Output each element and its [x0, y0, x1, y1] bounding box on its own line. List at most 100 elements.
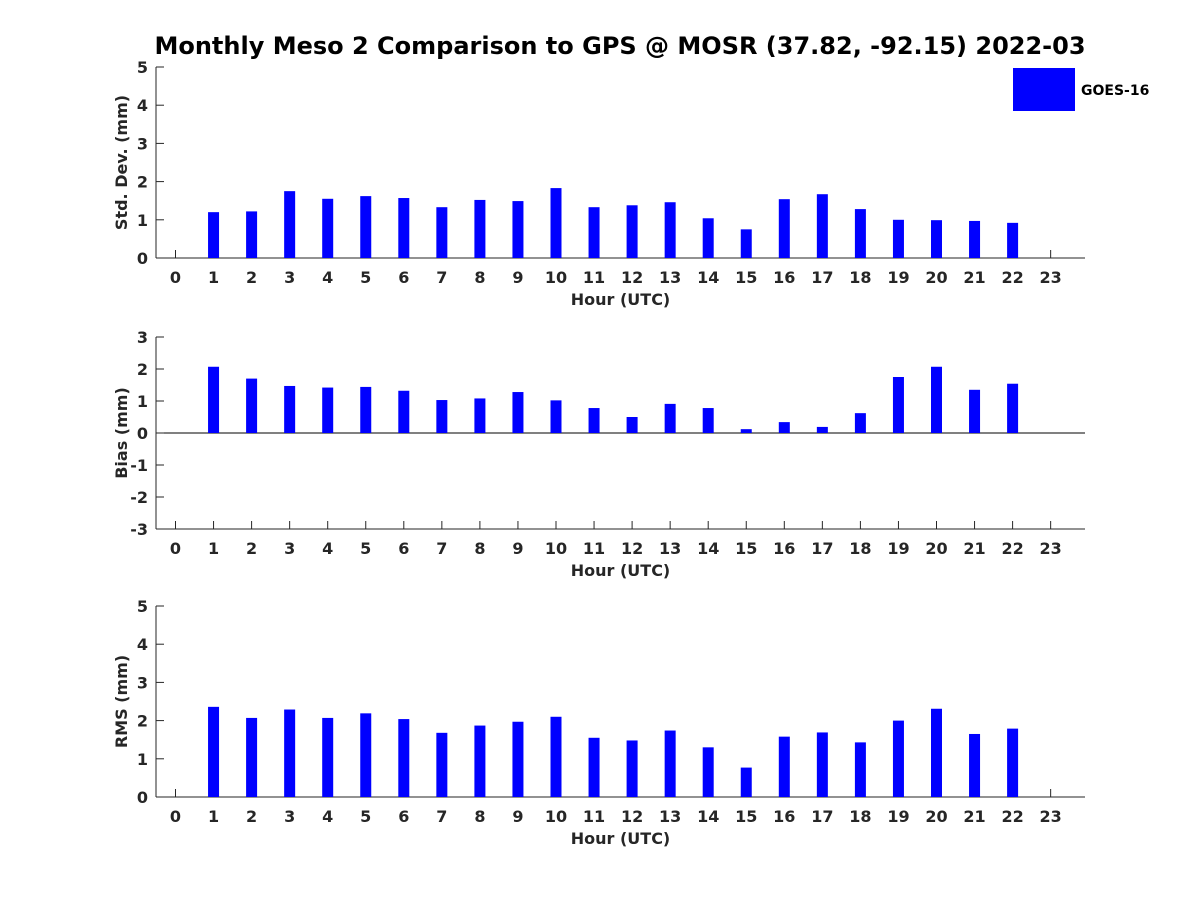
x-tick-label: 16	[773, 807, 795, 826]
x-tick-label: 4	[322, 539, 333, 558]
x-tick-label: 21	[963, 539, 985, 558]
bar-rms-hour-12	[626, 740, 638, 797]
x-tick-label: 23	[1040, 268, 1062, 287]
y-tick-label: 1	[137, 211, 148, 230]
x-tick-label: 15	[735, 807, 757, 826]
x-tick-label: 19	[887, 539, 909, 558]
bar-stddev-hour-3	[284, 191, 296, 258]
x-tick-label: 14	[697, 539, 719, 558]
bar-rms-hour-13	[664, 730, 676, 797]
y-axis-label: Std. Dev. (mm)	[112, 95, 131, 230]
x-tick-label: 9	[512, 268, 523, 287]
x-tick-label: 10	[545, 807, 567, 826]
bar-bias-hour-20	[931, 366, 942, 433]
x-tick-label: 8	[474, 807, 485, 826]
x-tick-label: 20	[925, 539, 947, 558]
x-tick-label: 15	[735, 268, 757, 287]
chart-title: Monthly Meso 2 Comparison to GPS @ MOSR …	[154, 32, 1085, 60]
bar-bias-hour-7	[436, 400, 448, 433]
x-tick-label: 4	[322, 807, 333, 826]
bar-bias-hour-4	[322, 387, 334, 433]
bar-stddev-hour-8	[474, 199, 486, 258]
bar-rms-hour-20	[931, 708, 942, 797]
bar-stddev-hour-12	[626, 205, 638, 258]
x-tick-label: 17	[811, 539, 833, 558]
bar-stddev-hour-15	[740, 229, 752, 258]
x-tick-label: 4	[322, 268, 333, 287]
x-tick-label: 11	[583, 807, 605, 826]
bar-bias-hour-9	[512, 392, 524, 433]
bar-rms-hour-6	[398, 719, 410, 797]
y-axis-label: RMS (mm)	[112, 655, 131, 748]
x-tick-label: 18	[849, 539, 871, 558]
bar-bias-hour-15	[740, 429, 752, 433]
x-tick-label: 0	[170, 539, 181, 558]
bar-rms-hour-7	[436, 732, 448, 797]
x-tick-label: 21	[963, 268, 985, 287]
bar-rms-hour-10	[550, 716, 562, 797]
bar-rms-hour-11	[588, 737, 600, 797]
x-tick-label: 1	[208, 807, 219, 826]
x-tick-label: 2	[246, 268, 257, 287]
x-tick-label: 17	[811, 807, 833, 826]
bar-bias-hour-2	[246, 378, 258, 433]
bar-stddev-hour-18	[854, 209, 866, 258]
bar-rms-hour-21	[969, 733, 981, 797]
y-tick-label: 4	[137, 635, 148, 654]
bar-stddev-hour-13	[664, 202, 676, 258]
bar-bias-hour-1	[208, 366, 220, 433]
y-tick-label: 5	[137, 597, 148, 616]
bar-rms-hour-14	[702, 747, 714, 797]
x-tick-label: 22	[1001, 539, 1023, 558]
bar-bias-hour-5	[360, 386, 372, 433]
bar-rms-hour-9	[512, 721, 524, 797]
x-tick-label: 13	[659, 807, 681, 826]
bar-bias-hour-17	[816, 426, 828, 433]
x-tick-label: 22	[1001, 268, 1023, 287]
x-tick-label: 0	[170, 268, 181, 287]
y-tick-label: 1	[137, 392, 148, 411]
bar-rms-hour-17	[816, 732, 828, 797]
y-tick-label: 0	[137, 424, 148, 443]
x-tick-label: 12	[621, 807, 643, 826]
y-tick-label: -1	[130, 456, 148, 475]
x-tick-label: 0	[170, 807, 181, 826]
y-tick-label: 1	[137, 750, 148, 769]
x-axis-label: Hour (UTC)	[571, 290, 671, 309]
bar-stddev-hour-7	[436, 207, 448, 258]
x-axis-label: Hour (UTC)	[571, 561, 671, 580]
x-tick-label: 8	[474, 539, 485, 558]
bar-rms-hour-4	[322, 717, 334, 797]
y-tick-label: 2	[137, 173, 148, 192]
x-tick-label: 19	[887, 807, 909, 826]
x-tick-label: 23	[1040, 539, 1062, 558]
x-tick-label: 1	[208, 539, 219, 558]
x-tick-label: 13	[659, 539, 681, 558]
legend-swatch	[1013, 68, 1075, 111]
x-tick-label: 9	[512, 807, 523, 826]
bar-stddev-hour-11	[588, 207, 600, 258]
bar-stddev-hour-20	[931, 220, 942, 258]
bar-bias-hour-18	[854, 413, 866, 433]
bar-stddev-hour-21	[969, 220, 981, 258]
bar-rms-hour-19	[892, 720, 904, 797]
bar-stddev-hour-9	[512, 201, 524, 258]
x-tick-label: 12	[621, 539, 643, 558]
x-tick-label: 5	[360, 539, 371, 558]
x-tick-label: 5	[360, 268, 371, 287]
bar-rms-hour-18	[854, 742, 866, 797]
x-tick-label: 14	[697, 807, 719, 826]
y-tick-label: 3	[137, 673, 148, 692]
x-tick-label: 13	[659, 268, 681, 287]
x-tick-label: 14	[697, 268, 719, 287]
y-tick-label: 4	[137, 96, 148, 115]
x-tick-label: 16	[773, 539, 795, 558]
legend: GOES-16	[1013, 68, 1149, 111]
x-tick-label: 20	[925, 268, 947, 287]
x-tick-label: 20	[925, 807, 947, 826]
bar-rms-hour-22	[1007, 728, 1019, 797]
bar-rms-hour-16	[778, 736, 790, 797]
x-tick-label: 10	[545, 268, 567, 287]
bar-rms-hour-2	[246, 717, 258, 797]
